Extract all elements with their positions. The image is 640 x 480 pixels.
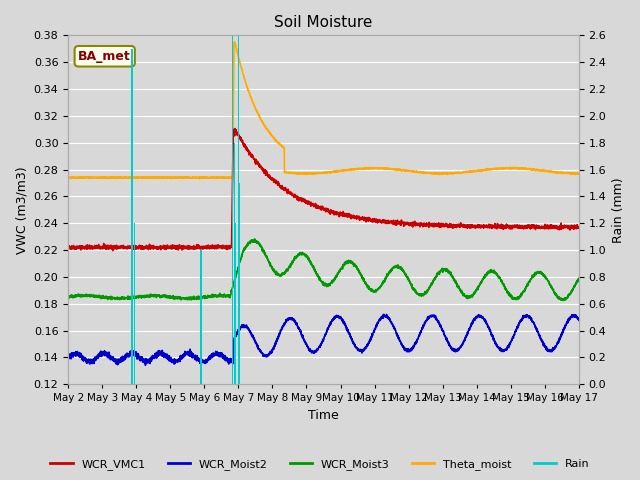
Y-axis label: VWC (m3/m3): VWC (m3/m3) [15,166,28,253]
Text: BA_met: BA_met [78,50,131,63]
Title: Soil Moisture: Soil Moisture [275,15,372,30]
Y-axis label: Rain (mm): Rain (mm) [612,177,625,242]
Legend: WCR_VMC1, WCR_Moist2, WCR_Moist3, Theta_moist, Rain: WCR_VMC1, WCR_Moist2, WCR_Moist3, Theta_… [46,455,594,474]
X-axis label: Time: Time [308,409,339,422]
